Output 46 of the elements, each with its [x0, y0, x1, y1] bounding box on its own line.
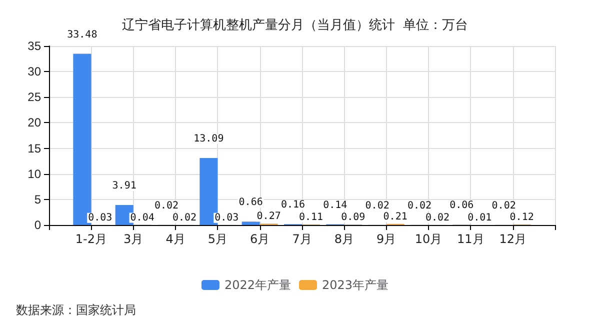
x-tick-label: 12月 [499, 232, 526, 246]
x-tick-label: 10月 [414, 232, 442, 246]
x-tick-label: 7月 [292, 232, 312, 246]
data-label: 0.03 [88, 212, 112, 224]
data-label: 0.11 [298, 212, 324, 223]
data-label: 0.02 [492, 200, 516, 212]
x-tick-label: 8月 [334, 232, 354, 246]
data-label: 0.16 [280, 200, 306, 211]
data-label: 3.91 [112, 180, 136, 192]
source-note: 数据来源：国家统计局 [16, 303, 136, 317]
y-tick-label: 10 [28, 166, 42, 181]
data-label: 0.02 [154, 200, 179, 212]
x-tick-label: 3月 [124, 232, 144, 246]
y-tick-label: 30 [28, 64, 42, 79]
data-label: 0.27 [256, 211, 281, 222]
data-label: 0.06 [450, 200, 474, 212]
data-label: 0.02 [407, 200, 432, 212]
y-tick-label: 5 [34, 192, 42, 206]
y-tick-label: 20 [28, 116, 42, 130]
x-tick-label: 1-2月 [75, 232, 107, 246]
y-tick-label: 15 [28, 141, 42, 156]
chart-title: 辽宁省电子计算机整机产量分月（当月值）统计 单位：万台 [122, 17, 468, 33]
data-label: 0.02 [172, 212, 197, 224]
data-label: 0.09 [341, 212, 366, 224]
legend-label: 2022年产量 [224, 278, 292, 292]
x-tick-label: 11月 [457, 232, 484, 246]
bar [242, 222, 260, 225]
data-label: 0.21 [383, 211, 408, 222]
y-tick-label: 0 [34, 218, 42, 232]
data-label: 0.04 [130, 212, 154, 224]
data-label: 0.66 [238, 197, 263, 208]
data-label: 33.48 [67, 29, 98, 40]
data-label: 0.02 [365, 200, 390, 212]
x-tick-label: 9月 [376, 232, 396, 246]
x-tick-label: 4月 [166, 232, 186, 246]
data-label: 0.12 [510, 212, 534, 223]
legend-label: 2023年产量 [322, 278, 389, 292]
data-label: 13.09 [194, 134, 224, 145]
data-label: 0.03 [214, 212, 239, 224]
data-label: 0.02 [425, 212, 450, 224]
data-label: 0.01 [468, 212, 492, 224]
y-tick-label: 25 [28, 90, 42, 104]
x-tick-label: 6月 [250, 232, 270, 246]
data-label: 0.14 [323, 200, 348, 211]
y-tick-label: 35 [28, 39, 42, 53]
x-tick-label: 5月 [208, 232, 228, 246]
